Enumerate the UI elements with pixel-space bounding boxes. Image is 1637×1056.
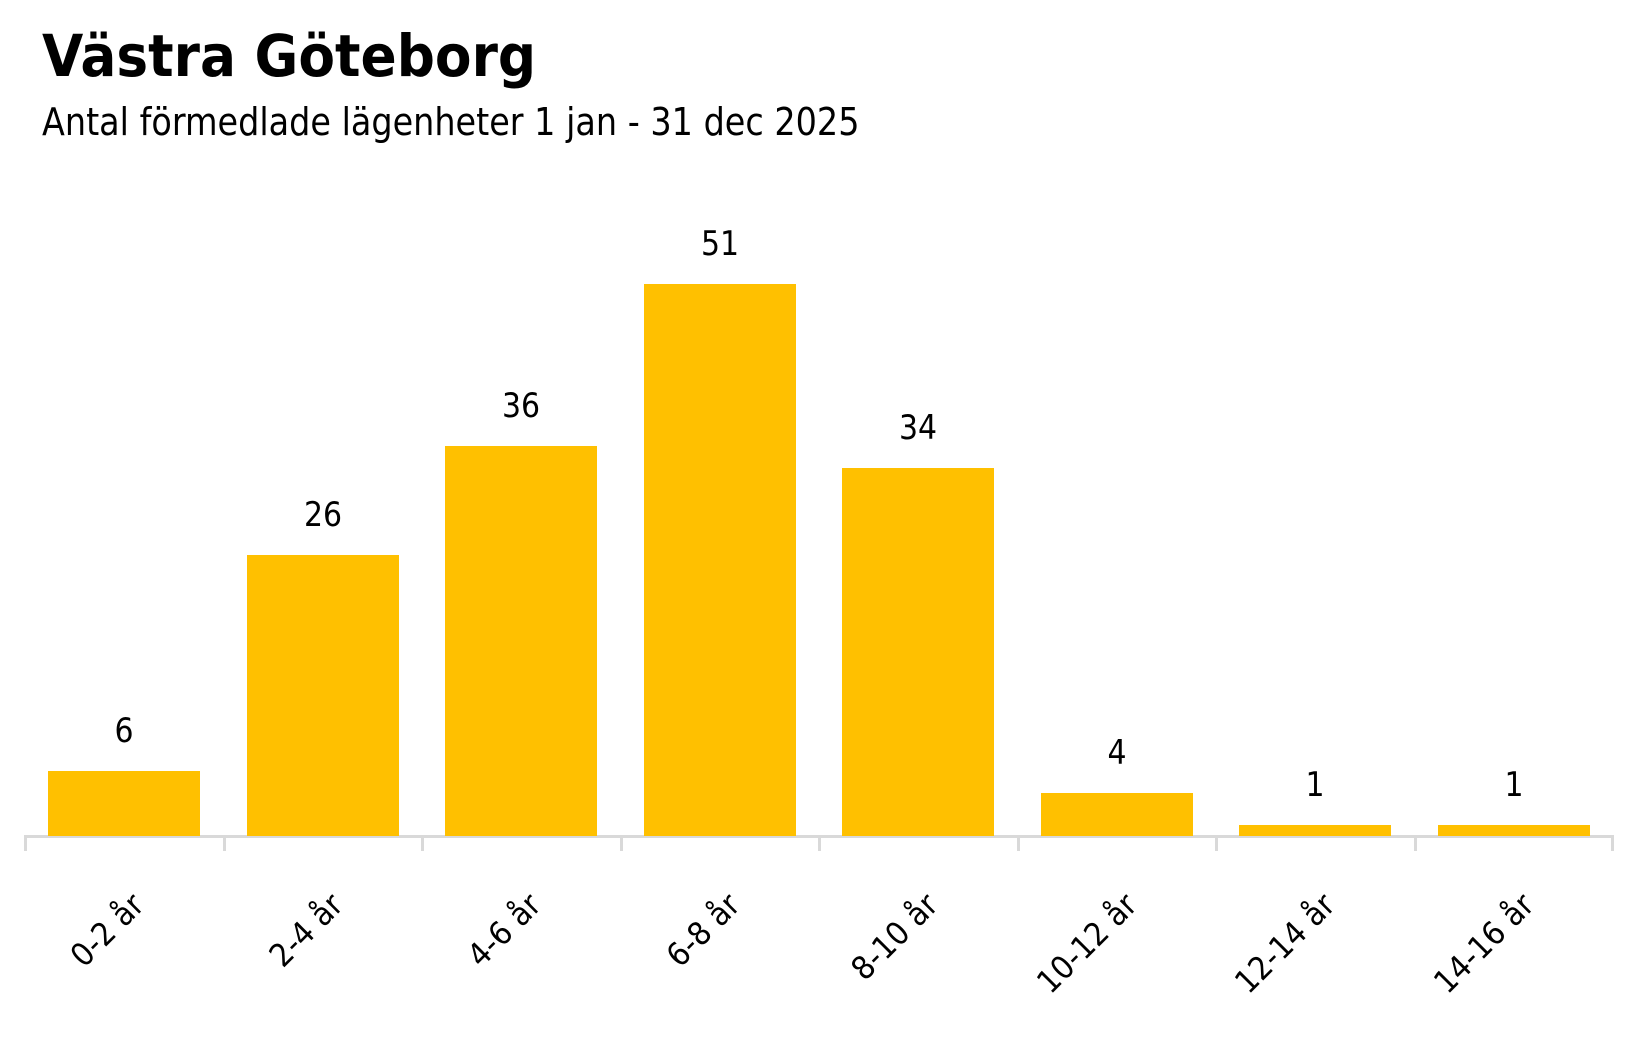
data-label: 1 (1504, 765, 1524, 805)
x-axis-label: 4-6 år (459, 885, 549, 975)
data-label: 51 (700, 224, 739, 264)
bar (842, 468, 995, 836)
x-axis-label: 10-12 år (1028, 885, 1145, 1001)
x-axis-tick (24, 835, 27, 851)
x-axis-label: 12-14 år (1227, 885, 1343, 1001)
x-axis-label: 0-2 år (62, 885, 152, 975)
data-label: 26 (303, 495, 342, 535)
bar (445, 446, 598, 836)
x-axis-tick (1215, 835, 1218, 851)
bar (48, 771, 201, 836)
x-axis-label: 2-4 år (261, 885, 351, 975)
x-axis-label: 14-16 år (1425, 885, 1542, 1001)
x-axis-tick (1016, 835, 1020, 851)
bar-chart: 6 0-2 år 26 2-4 år 36 4-6 år 51 6-8 år 34 8-10 år… (24, 224, 1614, 1001)
x-axis-tick (222, 835, 226, 851)
x-axis-label: 6-8 år (658, 885, 748, 975)
bar (643, 284, 796, 836)
x-axis-tick (421, 835, 424, 851)
chart-title: Västra Göteborg (42, 22, 537, 90)
bar (1437, 825, 1590, 836)
x-axis-tick (818, 835, 821, 851)
data-label: 34 (899, 408, 938, 448)
data-label: 6 (114, 711, 134, 751)
bar (1239, 825, 1392, 836)
bar (1040, 793, 1193, 836)
x-axis-label: 8-10 år (843, 885, 946, 988)
x-axis-tick (1413, 835, 1417, 851)
x-axis-tick (1611, 835, 1614, 851)
x-axis-tick (619, 835, 623, 851)
data-label: 1 (1305, 765, 1325, 805)
data-label: 36 (502, 386, 541, 426)
chart-subtitle: Antal förmedlade lägenheter 1 jan - 31 d… (42, 100, 860, 144)
bar (246, 555, 399, 836)
data-label: 4 (1107, 733, 1127, 773)
